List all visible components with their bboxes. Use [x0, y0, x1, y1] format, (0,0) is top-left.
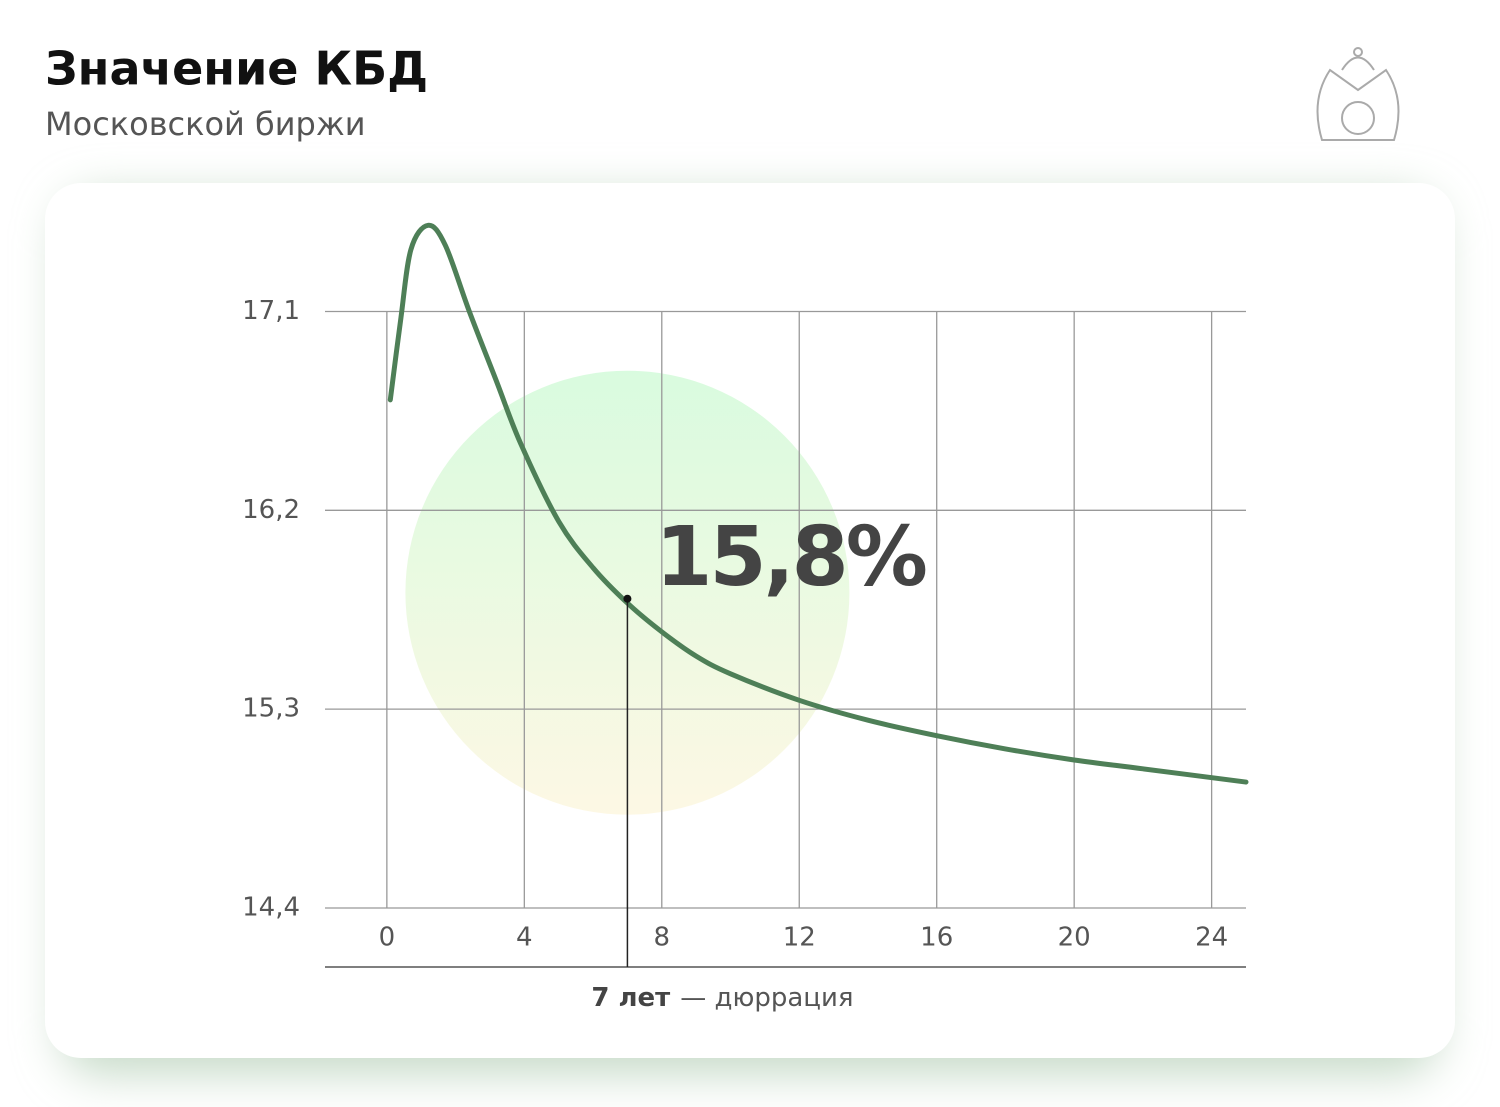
- y-tick-label: 14,4: [242, 893, 300, 923]
- x-label-bold: 7 лет: [591, 983, 670, 1013]
- y-tick-label: 15,3: [242, 694, 300, 724]
- y-tick-label: 16,2: [242, 495, 300, 525]
- highlight-label: 15,8%: [655, 510, 925, 605]
- highlight-circle: [405, 370, 850, 815]
- x-tick-label: 8: [654, 923, 671, 953]
- y-tick-label: 17,1: [242, 296, 300, 326]
- highlight-point: [623, 594, 632, 603]
- x-tick-label: 16: [920, 923, 953, 953]
- logo: [1316, 47, 1400, 141]
- x-tick-label: 20: [1058, 923, 1091, 953]
- x-label: — дюррация: [680, 983, 853, 1013]
- x-tick-label: 24: [1195, 923, 1228, 953]
- x-tick-label: 4: [516, 923, 533, 953]
- x-tick-label: 12: [783, 923, 816, 953]
- x-tick-label: 0: [379, 923, 396, 953]
- title: Значение КБД: [45, 42, 428, 96]
- subtitle: Московской биржи: [45, 105, 365, 143]
- x-axis-label: 7 лет — дюррация: [591, 983, 853, 1013]
